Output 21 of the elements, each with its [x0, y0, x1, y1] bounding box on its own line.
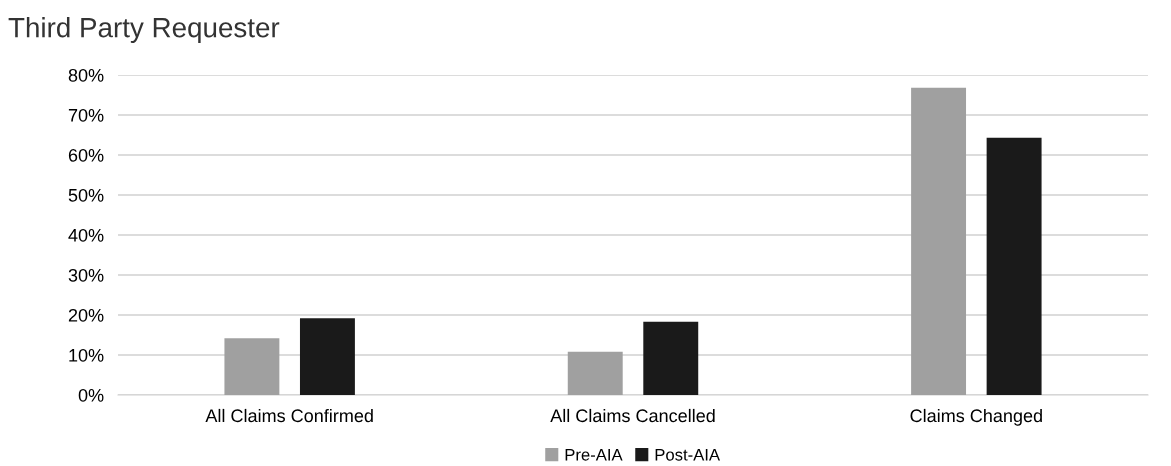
- bar: [911, 87, 967, 395]
- chart-title: Third Party Requester: [8, 17, 280, 43]
- y-tick-label: 10%: [69, 348, 104, 362]
- legend-label: Pre-AIA: [565, 449, 623, 461]
- y-tick-label: 50%: [68, 188, 104, 202]
- y-tick-label: 70%: [68, 108, 104, 122]
- bar: [299, 318, 355, 395]
- x-tick-label: All Claims Cancelled: [550, 408, 715, 423]
- bar: [567, 351, 623, 395]
- y-tick-label: 80%: [68, 68, 104, 82]
- x-tick-label: Claims Changed: [910, 408, 1042, 426]
- y-tick-label: 0%: [78, 388, 104, 402]
- bar: [986, 137, 1042, 395]
- bar: [643, 321, 699, 395]
- y-tick-label: 40%: [68, 228, 104, 242]
- y-tick-label: 60%: [68, 148, 104, 162]
- y-tick-label: 30%: [68, 268, 104, 282]
- y-tick-label: 20%: [68, 308, 104, 322]
- bar: [224, 338, 280, 395]
- legend-label: Post-AIA: [655, 449, 721, 461]
- x-tick-label: All Claims Confirmed: [205, 408, 373, 423]
